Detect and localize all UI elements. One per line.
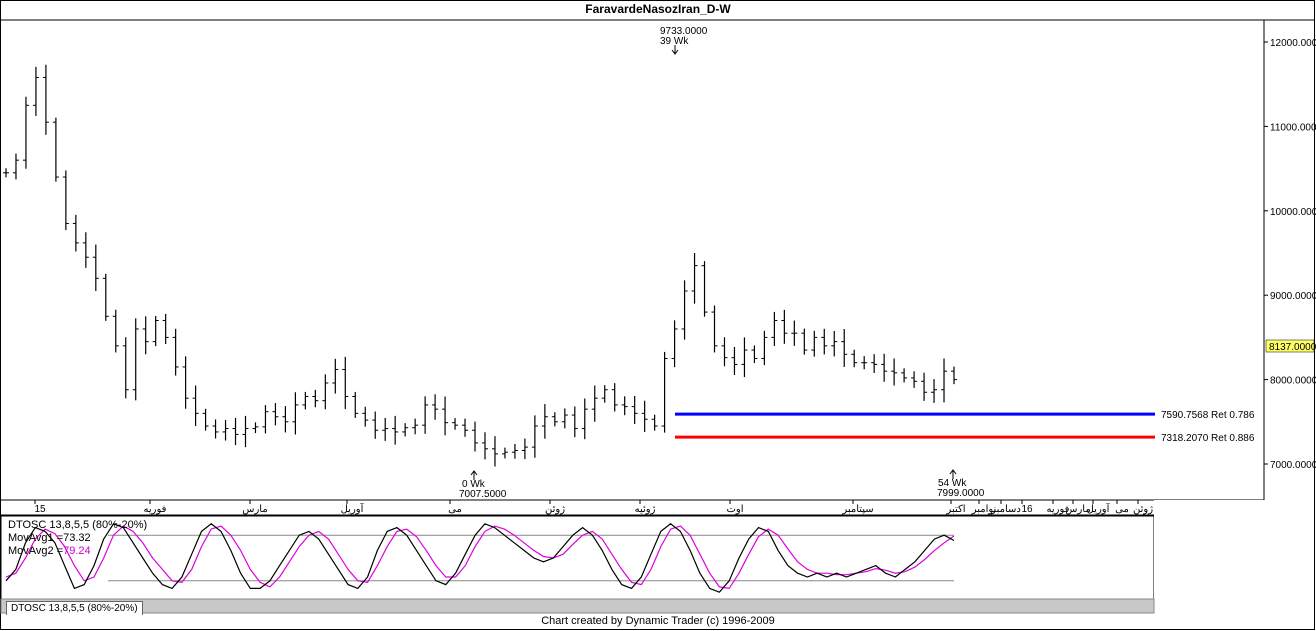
high-price-label: 9733.0000 <box>660 26 708 37</box>
date-tick-label: ژوئیه <box>635 504 656 515</box>
low-bars-label: 0 Wk <box>462 479 486 490</box>
price-tick-label: 8000.0000 <box>1270 376 1316 387</box>
low-price-label: 7007.5000 <box>459 489 507 500</box>
price-tick-label: 9000.0000 <box>1270 291 1316 302</box>
movavg1-line <box>5 523 955 593</box>
swing-high-annotation: 9733.0000 39 Wk <box>660 26 708 55</box>
date-tick-label: آوریل <box>341 502 365 515</box>
retracement-label: 7318.2070 Ret 0.886 <box>1161 433 1255 444</box>
high-bars-label: 39 Wk <box>660 36 689 47</box>
date-tick-label: 16 <box>1021 504 1033 515</box>
date-tick-label: فوریه <box>1047 504 1070 515</box>
date-tick-label: 15 <box>34 504 46 515</box>
current-price-label: 8137.0000 <box>1269 342 1316 353</box>
price-tick-label: 10000.0000 <box>1270 207 1316 218</box>
date-tick-label: فوریه <box>144 504 167 515</box>
movavg1-label: MovAvg1 = <box>8 532 64 544</box>
date-tick-label: می <box>448 504 462 515</box>
recent-low-annotation: 54 Wk 7999.0000 <box>937 469 985 499</box>
oscillator-name: DTOSC 13,8,5,5 (80%-20%) <box>8 519 148 531</box>
date-tick-label: سپتامبر <box>841 504 873 515</box>
movavg2-value: 79.24 <box>63 545 91 557</box>
movavg1-value: 73.32 <box>63 532 91 544</box>
price-tick-label: 7000.0000 <box>1270 460 1316 471</box>
oscillator-lines <box>5 523 955 593</box>
date-axis: 15 فوریه مارس آوریل می ژوئن ژوئیه اوت سپتامبر اکت… <box>34 500 1153 515</box>
movavg2-line <box>5 525 955 590</box>
price-bars <box>3 64 957 467</box>
footer-credit: Chart created by Dynamic Trader (c) 1996… <box>541 615 775 627</box>
date-tick-label: اکتبر <box>945 504 965 515</box>
price-axis: 12000.0000 11000.0000 10000.0000 9000.0000 8… <box>1264 38 1316 471</box>
current-price-tag: 8137.0000 <box>1265 339 1316 353</box>
swing-low-annotation: 0 Wk 7007.5000 <box>459 470 507 500</box>
oscillator-scrollbar[interactable] <box>0 598 1155 614</box>
price-tick-label: 12000.0000 <box>1270 38 1316 49</box>
date-tick-label: اوت <box>726 504 743 515</box>
date-tick-label: ژوئن <box>1133 504 1153 515</box>
price-tick-label: 11000.0000 <box>1270 122 1316 133</box>
movavg1-readout: MovAvg1 =73.32 <box>8 532 91 545</box>
retracement-lines: 7590.7568 Ret 0.786 7318.2070 Ret 0.886 <box>675 410 1255 444</box>
date-tick-label: مارس <box>1065 504 1090 515</box>
recent-bars-label: 54 Wk <box>938 478 967 489</box>
date-tick-label: آوریل <box>1087 502 1111 515</box>
date-tick-label: نوامبر <box>971 504 997 515</box>
recent-price-label: 7999.0000 <box>937 488 985 499</box>
oscillator-tab[interactable]: DTOSC 13,8,5,5 (80%-20%) <box>6 601 143 615</box>
chart-title: FaravardeNasozIran_D-W <box>585 2 731 16</box>
retracement-label: 7590.7568 Ret 0.786 <box>1161 410 1255 421</box>
axis-corner <box>1154 500 1264 615</box>
date-tick-label: دسامبر <box>990 504 1021 515</box>
date-tick-label: مارس <box>242 504 267 515</box>
date-tick-label: می <box>1115 504 1129 515</box>
date-tick-label: ژوئن <box>545 504 565 515</box>
movavg2-readout: MovAvg2 =79.24 <box>8 545 91 558</box>
movavg2-label: MovAvg2 = <box>8 545 64 557</box>
